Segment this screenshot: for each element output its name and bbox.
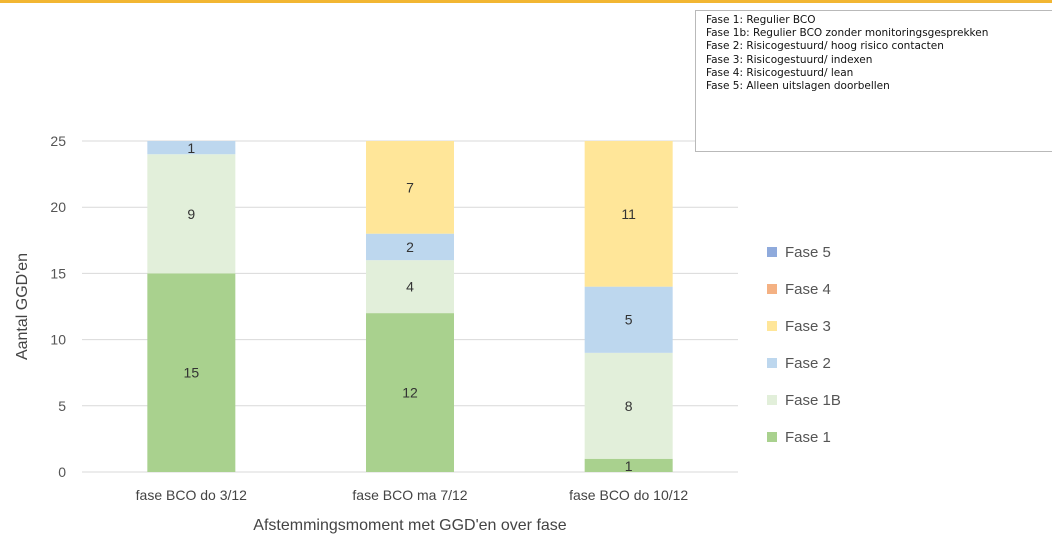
legend-swatch: [767, 395, 777, 405]
y-tick-label: 25: [50, 133, 66, 149]
bar-segment: [147, 273, 236, 472]
legend-swatch: [767, 358, 777, 368]
y-tick-label: 10: [50, 332, 66, 348]
data-label: 8: [625, 398, 633, 414]
note-line-fase-4: Fase 4: Risicogestuurd/ lean: [706, 66, 854, 79]
bar-segment: [584, 352, 673, 459]
x-category-label: fase BCO do 10/12: [569, 487, 688, 503]
data-label: 1: [187, 140, 195, 156]
y-tick-label: 20: [50, 199, 66, 215]
legend-label: Fase 5: [785, 244, 831, 261]
data-label: 12: [402, 385, 418, 401]
legend-label: Fase 3: [785, 318, 831, 335]
y-axis-title: Aantal GGD'en: [14, 253, 31, 360]
data-label: 2: [406, 239, 414, 255]
data-label: 15: [184, 365, 200, 381]
bar-segment: [147, 141, 236, 155]
legend-swatch: [767, 321, 777, 331]
bar-segment: [584, 286, 673, 353]
y-tick-label: 15: [50, 265, 66, 281]
note-line-fase-2: Fase 2: Risicogestuurd/ hoog risico cont…: [706, 40, 944, 53]
phase-legend-note: Fase 1: Regulier BCO Fase 1b: Regulier B…: [695, 10, 1052, 152]
note-line-fase-1: Fase 1: Regulier BCO: [706, 14, 816, 26]
data-label: 1: [625, 458, 633, 474]
bar-segment: [584, 141, 673, 287]
data-label: 11: [621, 206, 636, 222]
x-category-label: fase BCO do 3/12: [136, 487, 248, 503]
data-label: 7: [406, 179, 414, 195]
bar-segment: [366, 233, 454, 261]
top-accent-rule: [0, 0, 1052, 3]
legend-swatch: [767, 432, 777, 442]
note-line-fase-1b: Fase 1b: Regulier BCO zonder monitorings…: [706, 27, 989, 40]
x-category-label: fase BCO ma 7/12: [352, 487, 467, 503]
note-line-fase-3: Fase 3: Risicogestuurd/ indexen: [706, 53, 873, 66]
bar-segment: [366, 313, 454, 472]
data-label: 4: [406, 279, 414, 295]
y-tick-label: 5: [58, 398, 66, 414]
legend-label: Fase 2: [785, 355, 831, 372]
bar-segment: [366, 141, 454, 234]
legend-swatch: [767, 247, 777, 257]
legend-label: Fase 1: [785, 429, 831, 446]
legend-label: Fase 1B: [785, 392, 841, 409]
note-line-fase-5: Fase 5: Alleen uitslagen doorbellen: [706, 80, 890, 93]
legend-swatch: [767, 284, 777, 294]
bar-segment: [147, 154, 236, 274]
data-label: 9: [187, 206, 195, 222]
bar-segment: [366, 260, 454, 314]
y-tick-label: 0: [58, 464, 66, 480]
x-axis-title: Afstemmingsmoment met GGD'en over fase: [253, 517, 566, 534]
legend-label: Fase 4: [785, 281, 831, 298]
data-label: 5: [625, 312, 633, 328]
bar-segment: [584, 458, 673, 472]
